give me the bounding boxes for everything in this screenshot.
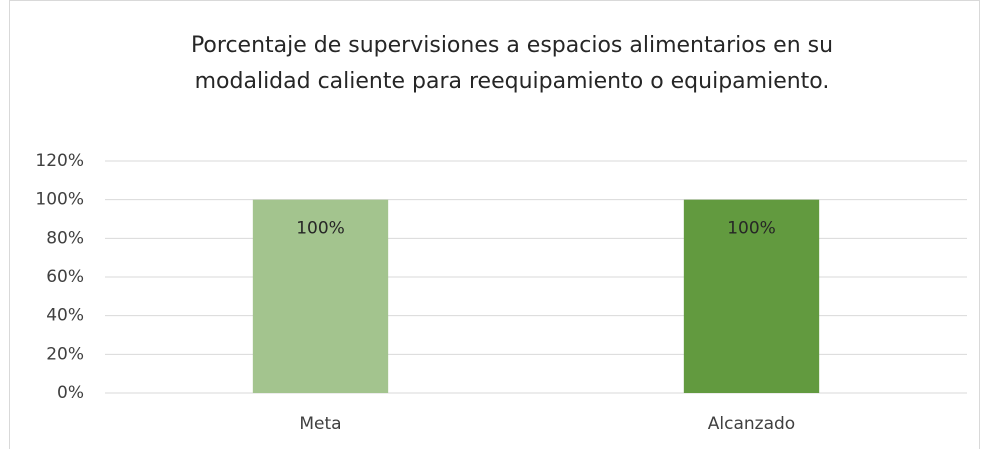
chart-title: Porcentaje de supervisiones a espacios a…: [190, 33, 834, 94]
chart-frame: [9, 0, 980, 449]
y-tick-label: 20%: [46, 344, 84, 364]
y-tick-label: 120%: [35, 151, 84, 171]
x-tick-label: Meta: [299, 414, 341, 434]
y-tick-label: 80%: [46, 228, 84, 248]
data-label: 100%: [727, 219, 776, 239]
bar: [683, 199, 820, 393]
x-tick-label: Alcanzado: [708, 414, 795, 434]
y-tick-label: 0%: [57, 383, 84, 403]
y-tick-label: 40%: [46, 306, 84, 326]
y-tick-label: 60%: [46, 267, 84, 287]
bar: [252, 199, 389, 393]
y-tick-label: 100%: [35, 190, 84, 210]
data-label: 100%: [296, 219, 345, 239]
